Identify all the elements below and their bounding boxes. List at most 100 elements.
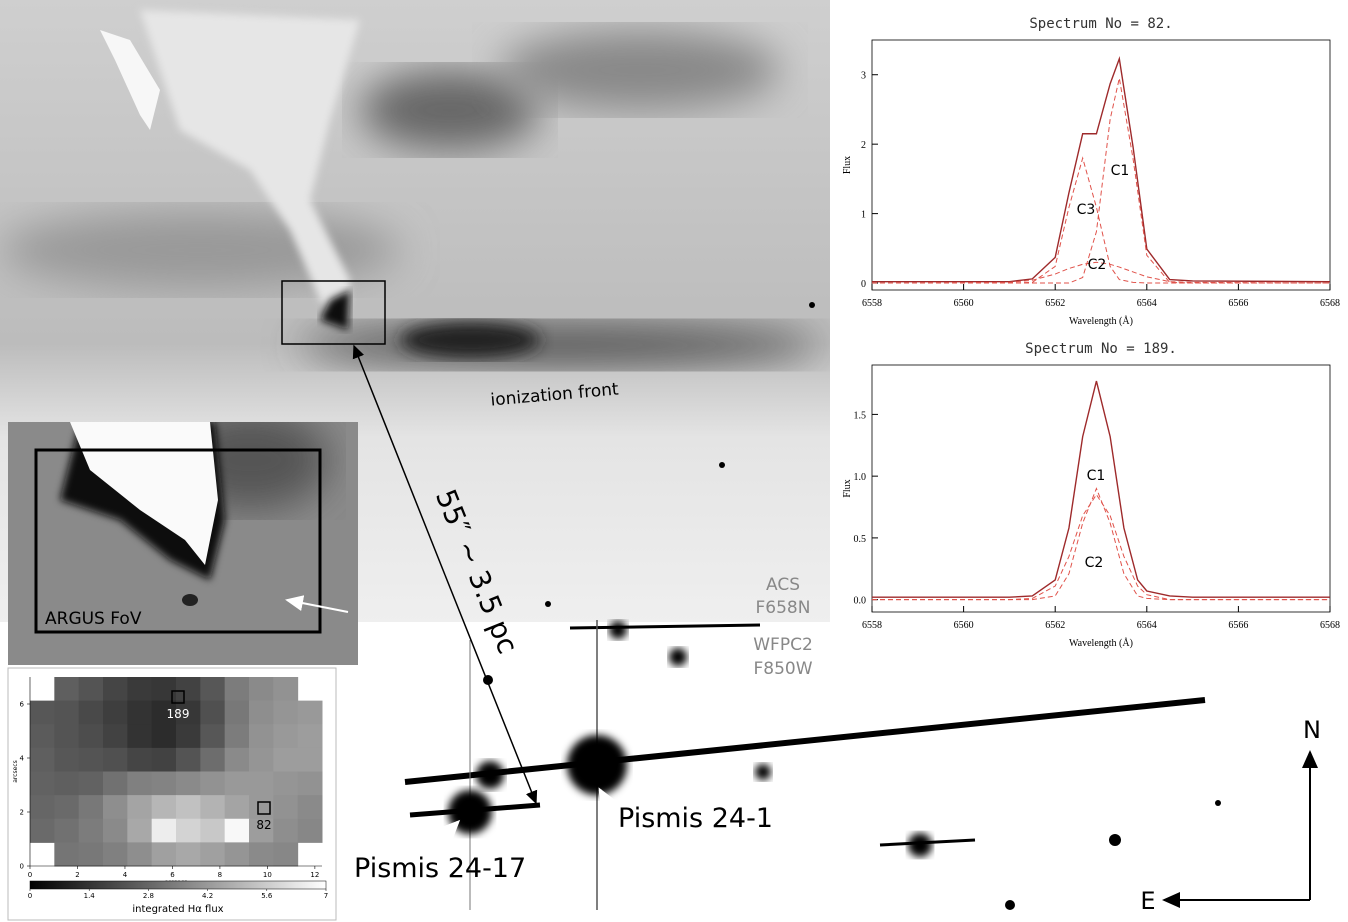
series-line <box>872 380 1330 598</box>
map-cell <box>297 700 323 725</box>
map-cell <box>151 700 177 725</box>
map-cell <box>30 747 55 772</box>
map-cell <box>224 700 250 725</box>
map-cell <box>249 724 274 749</box>
series-line <box>872 55 1331 283</box>
y-tick-label: 1.0 <box>854 472 867 483</box>
map-cell <box>176 724 201 749</box>
colorbar-tick-label: 5.6 <box>261 892 273 900</box>
map-cell <box>103 818 128 843</box>
map-cell <box>249 771 274 796</box>
map-cell <box>30 700 55 725</box>
map-cell <box>127 677 153 702</box>
label: E <box>1140 887 1155 915</box>
map-cell <box>127 818 153 843</box>
label: F850W <box>753 659 812 679</box>
map-cell <box>54 677 80 702</box>
map-cell <box>127 842 153 867</box>
map-cell <box>151 724 177 749</box>
label: ACS <box>766 575 800 595</box>
map-cell <box>103 771 128 796</box>
map-cell <box>200 818 226 843</box>
map-cell <box>151 795 177 820</box>
y-tick-label: 0 <box>861 279 866 290</box>
x-tick-label: 6564 <box>1137 298 1157 309</box>
map-cell <box>54 700 80 725</box>
map-cell <box>54 818 80 843</box>
zoom-box <box>281 280 386 345</box>
map-cell <box>249 842 274 867</box>
component-label: C3 <box>1077 202 1096 218</box>
x-tick-label: 6568 <box>1320 298 1340 309</box>
colorbar-tick-label: 1.4 <box>84 892 96 900</box>
map-cell <box>249 747 274 772</box>
argus-box <box>34 448 322 634</box>
y-tick-label: 1.5 <box>854 410 867 421</box>
map-cell <box>78 747 104 772</box>
x-tick-label: 10 <box>263 871 272 879</box>
component-label: C1 <box>1087 468 1106 484</box>
y-tick-label: 1 <box>861 210 866 221</box>
map-cell <box>273 795 299 820</box>
map-cell <box>127 700 153 725</box>
map-cell <box>224 842 250 867</box>
x-tick-label: 2 <box>75 871 79 879</box>
y-tick-label: 2 <box>20 809 24 817</box>
series-line <box>872 78 1330 284</box>
map-cell <box>273 677 299 702</box>
y-tick-label: 2 <box>861 140 866 151</box>
x-tick-label: 0 <box>28 871 32 879</box>
map-cell <box>224 724 250 749</box>
x-tick-label: 6568 <box>1320 620 1340 631</box>
x-tick-label: 6560 <box>954 298 974 309</box>
map-cell <box>78 724 104 749</box>
arrow <box>285 595 349 613</box>
distance-arrow <box>444 574 538 805</box>
map-cell <box>176 795 201 820</box>
map-cell <box>200 747 226 772</box>
map-cell <box>224 677 250 702</box>
map-cell <box>273 771 299 796</box>
y-axis-label: Flux <box>842 156 853 174</box>
spaxel-marker <box>171 690 185 704</box>
map-cell <box>78 771 104 796</box>
map-cell <box>103 842 128 867</box>
label: Pismis 24-1 <box>618 803 773 834</box>
map-cell <box>78 842 104 867</box>
map-cell <box>273 700 299 725</box>
label: ARGUS FoV <box>45 609 142 629</box>
x-tick-label: 6564 <box>1137 620 1157 631</box>
y-tick-label: 0.0 <box>854 596 867 607</box>
star-field <box>324 302 1221 910</box>
map-cell <box>176 818 201 843</box>
distance-arrow <box>352 344 446 576</box>
map-cell <box>103 700 128 725</box>
map-cell <box>249 700 274 725</box>
map-cell <box>78 677 104 702</box>
map-cell <box>297 747 323 772</box>
x-tick-label: 4 <box>123 871 128 879</box>
component-label: C2 <box>1088 257 1107 273</box>
plot-frame <box>871 364 1331 613</box>
map-cell <box>273 842 299 867</box>
map-cell <box>273 818 299 843</box>
colorbar-tick-label: 4.2 <box>202 892 213 900</box>
map-cell <box>249 677 274 702</box>
map-cell <box>78 818 104 843</box>
map-cell <box>78 795 104 820</box>
series-line <box>871 261 1331 284</box>
label: N <box>1303 716 1321 744</box>
y-tick-label: 0 <box>20 863 24 871</box>
x-tick-label: 8 <box>218 871 222 879</box>
map-cell <box>54 747 80 772</box>
y-tick-label: 6 <box>20 701 25 709</box>
y-axis-label: arcsecs <box>12 760 19 783</box>
map-cell <box>54 724 80 749</box>
series-line <box>872 493 1330 601</box>
colorbar <box>29 880 327 890</box>
map-cell <box>176 771 201 796</box>
spaxel-label: 189 <box>167 707 190 721</box>
y-axis-label: Flux <box>842 479 853 497</box>
label: Pismis 24-17 <box>354 853 526 884</box>
